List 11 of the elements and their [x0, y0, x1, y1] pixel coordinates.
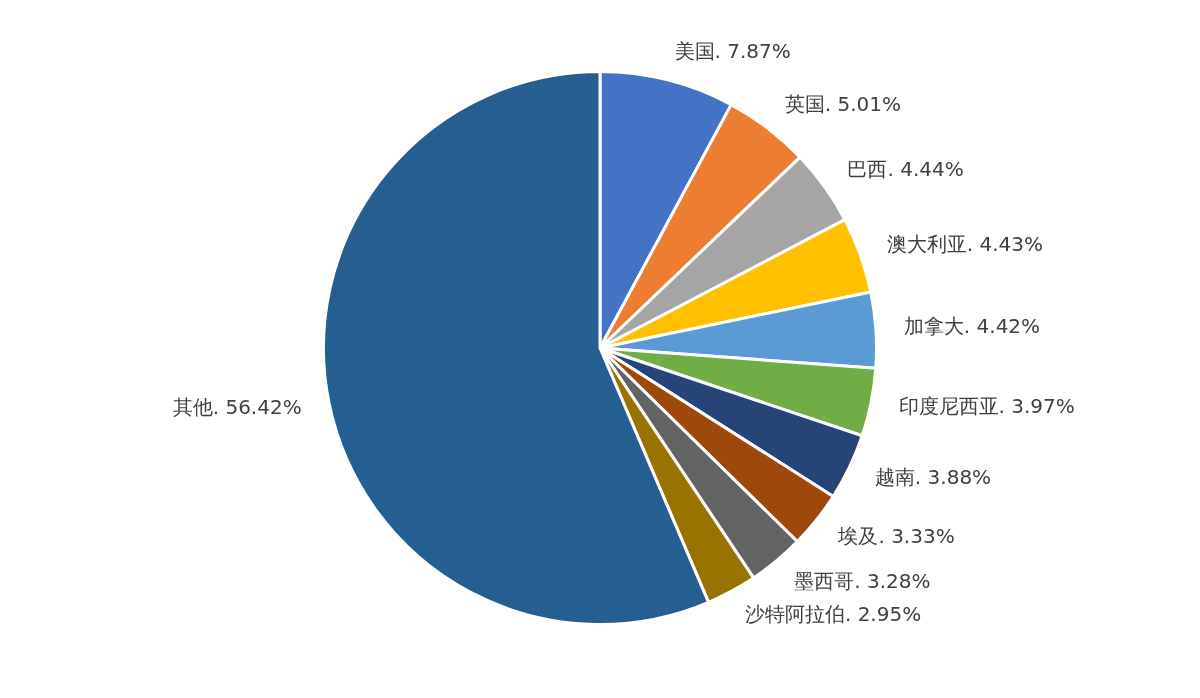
- slice-label: 其他. 56.42%: [172, 395, 302, 420]
- slice-label: 澳大利亚. 4.43%: [886, 231, 1043, 256]
- slice-label: 埃及. 3.33%: [837, 523, 955, 548]
- slice-label: 沙特阿拉伯. 2.95%: [744, 602, 922, 626]
- slice-label: 越南. 3.88%: [874, 465, 992, 490]
- slice-label: 加拿大. 4.42%: [903, 314, 1041, 339]
- slice-label: 墨西哥. 3.28%: [794, 568, 931, 593]
- slice-label: 巴西. 4.44%: [847, 156, 964, 181]
- slice-label: 美国. 7.87%: [674, 38, 791, 63]
- slice-label: 印度尼西亚. 3.97%: [898, 394, 1075, 419]
- slice-label: 英国. 5.01%: [784, 92, 901, 117]
